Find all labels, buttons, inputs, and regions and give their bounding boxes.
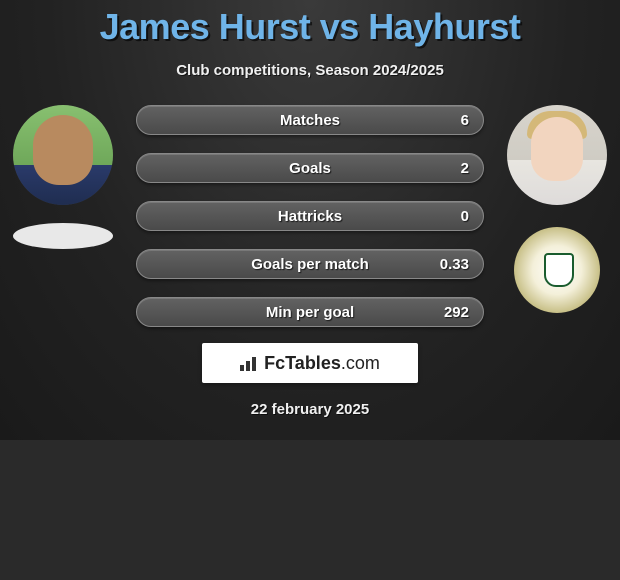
stat-label: Min per goal bbox=[266, 304, 354, 321]
left-player-avatar bbox=[13, 105, 113, 205]
stats-column: Matches 6 Goals 2 Hattricks 0 Goals per … bbox=[118, 105, 502, 327]
brand-text: FcTables.com bbox=[264, 353, 380, 374]
stat-label: Goals bbox=[289, 160, 331, 177]
stat-right-value: 6 bbox=[461, 112, 469, 129]
stat-label: Goals per match bbox=[251, 256, 369, 273]
stat-right-value: 2 bbox=[461, 160, 469, 177]
comparison-row: Matches 6 Goals 2 Hattricks 0 Goals per … bbox=[0, 105, 620, 327]
stat-row-min-per-goal: Min per goal 292 bbox=[136, 297, 484, 327]
brand-bold: FcTables bbox=[264, 353, 341, 373]
stat-right-value: 0 bbox=[461, 208, 469, 225]
left-player-column bbox=[8, 105, 118, 249]
right-player-avatar bbox=[507, 105, 607, 205]
stat-row-matches: Matches 6 bbox=[136, 105, 484, 135]
brand-badge: FcTables.com bbox=[202, 343, 418, 383]
stat-label: Matches bbox=[280, 112, 340, 129]
stat-right-value: 292 bbox=[444, 304, 469, 321]
right-player-column: ★ bbox=[502, 105, 612, 313]
bars-icon bbox=[240, 355, 260, 371]
stat-row-goals-per-match: Goals per match 0.33 bbox=[136, 249, 484, 279]
brand-thin: .com bbox=[341, 353, 380, 373]
stat-right-value: 0.33 bbox=[440, 256, 469, 273]
stat-label: Hattricks bbox=[278, 208, 342, 225]
stat-row-hattricks: Hattricks 0 bbox=[136, 201, 484, 231]
page-title: James Hurst vs Hayhurst bbox=[0, 0, 620, 48]
subtitle: Club competitions, Season 2024/2025 bbox=[0, 62, 620, 79]
stat-row-goals: Goals 2 bbox=[136, 153, 484, 183]
left-club-logo bbox=[13, 223, 113, 249]
right-club-crest: ★ bbox=[514, 227, 600, 313]
date-label: 22 february 2025 bbox=[0, 401, 620, 418]
